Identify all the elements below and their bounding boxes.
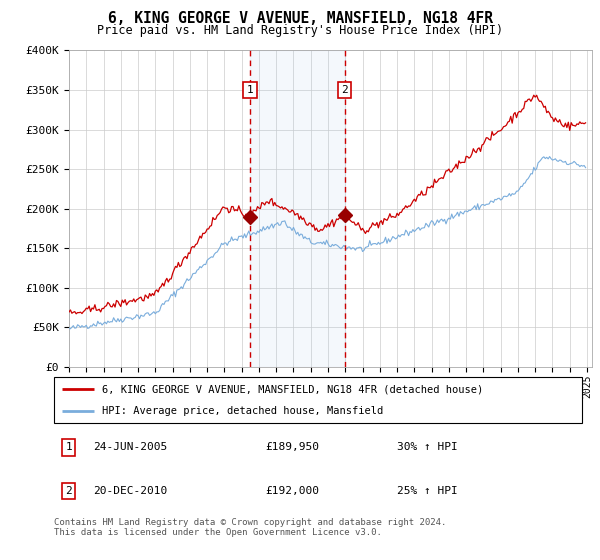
Text: HPI: Average price, detached house, Mansfield: HPI: Average price, detached house, Mans… bbox=[101, 407, 383, 416]
Text: 1: 1 bbox=[247, 85, 253, 95]
Text: 30% ↑ HPI: 30% ↑ HPI bbox=[397, 442, 458, 452]
Text: 2: 2 bbox=[341, 85, 348, 95]
Text: Contains HM Land Registry data © Crown copyright and database right 2024.
This d: Contains HM Land Registry data © Crown c… bbox=[54, 518, 446, 538]
Bar bbox=[250, 50, 344, 367]
Text: 20-DEC-2010: 20-DEC-2010 bbox=[94, 486, 168, 496]
Text: 6, KING GEORGE V AVENUE, MANSFIELD, NG18 4FR (detached house): 6, KING GEORGE V AVENUE, MANSFIELD, NG18… bbox=[101, 384, 483, 394]
Text: Price paid vs. HM Land Registry's House Price Index (HPI): Price paid vs. HM Land Registry's House … bbox=[97, 24, 503, 37]
FancyBboxPatch shape bbox=[54, 377, 582, 423]
Text: £192,000: £192,000 bbox=[265, 486, 319, 496]
Text: £189,950: £189,950 bbox=[265, 442, 319, 452]
Text: 24-JUN-2005: 24-JUN-2005 bbox=[94, 442, 168, 452]
Text: 6, KING GEORGE V AVENUE, MANSFIELD, NG18 4FR: 6, KING GEORGE V AVENUE, MANSFIELD, NG18… bbox=[107, 11, 493, 26]
Text: 25% ↑ HPI: 25% ↑ HPI bbox=[397, 486, 458, 496]
Text: 1: 1 bbox=[65, 442, 72, 452]
Text: 2: 2 bbox=[65, 486, 72, 496]
